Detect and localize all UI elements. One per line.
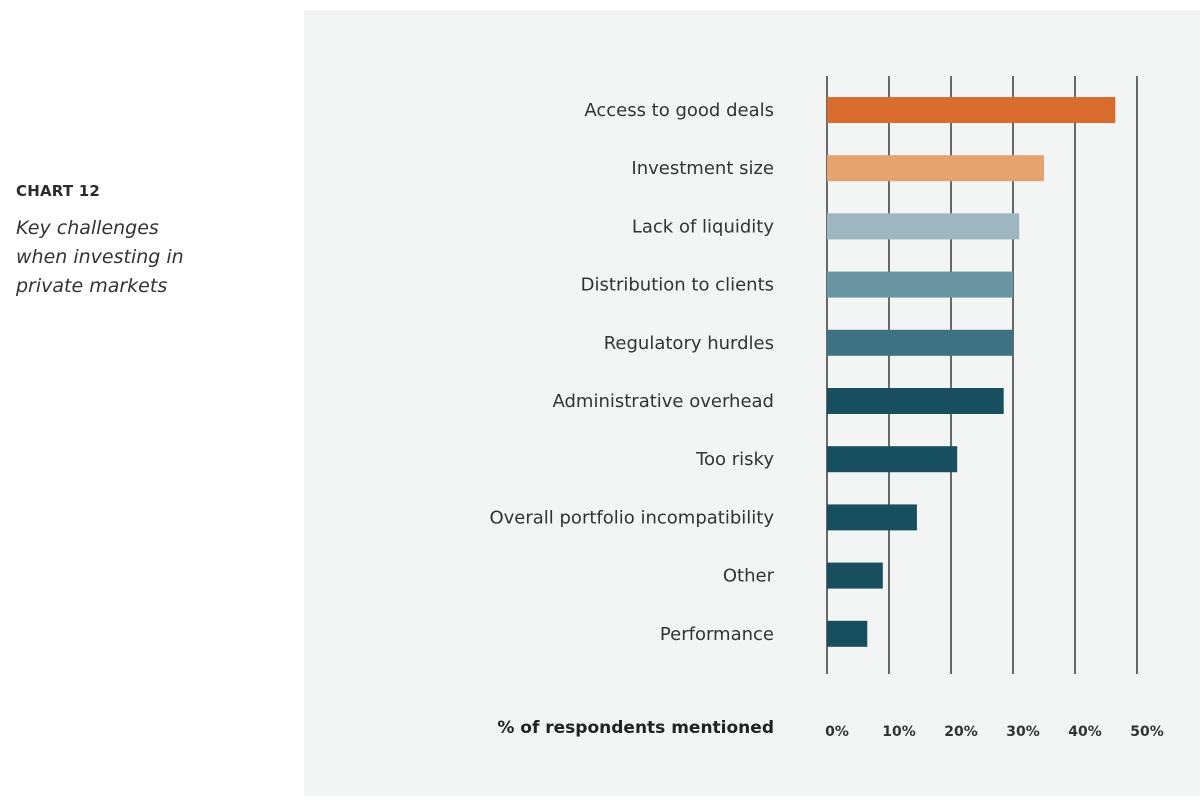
category-label: Access to good deals xyxy=(584,100,774,121)
x-tick-label: 30% xyxy=(1006,724,1040,740)
x-tick-label: 10% xyxy=(882,724,916,740)
category-label: Performance xyxy=(660,624,774,645)
x-tick-label: 40% xyxy=(1068,724,1102,740)
bar xyxy=(827,504,917,531)
category-label: Other xyxy=(723,566,775,587)
category-label: Investment size xyxy=(631,158,774,179)
x-tick-label: 50% xyxy=(1130,724,1164,740)
x-tick-label: 0% xyxy=(825,724,849,740)
category-label: Lack of liquidity xyxy=(632,216,774,237)
bar xyxy=(827,213,1020,240)
bar xyxy=(827,446,958,473)
chart-caption: CHART 12 Key challenges when investing i… xyxy=(16,182,296,301)
x-tick-label: 20% xyxy=(944,724,978,740)
bars xyxy=(827,97,1116,647)
bar xyxy=(827,155,1044,182)
x-tick-labels: 0% 10% 20% 30% 40% 50% xyxy=(825,724,1164,740)
chart-panel xyxy=(304,10,1200,796)
bar xyxy=(827,329,1013,356)
category-label: Overall portfolio incompatibility xyxy=(489,507,774,528)
chart-number: CHART 12 xyxy=(16,182,100,200)
bar xyxy=(827,271,1013,298)
category-label: Administrative overhead xyxy=(552,391,774,412)
x-axis-title: % of respondents mentioned xyxy=(497,718,774,738)
category-label: Distribution to clients xyxy=(581,275,774,296)
category-label: Too risky xyxy=(695,449,774,470)
bar xyxy=(827,620,868,647)
category-labels: Access to good deals Investment size Lack … xyxy=(489,100,774,645)
chart-title: Key challenges when investing in private… xyxy=(16,217,184,297)
bar xyxy=(827,562,883,589)
bar xyxy=(827,388,1004,414)
bar xyxy=(827,97,1116,123)
category-label: Regulatory hurdles xyxy=(604,333,774,354)
